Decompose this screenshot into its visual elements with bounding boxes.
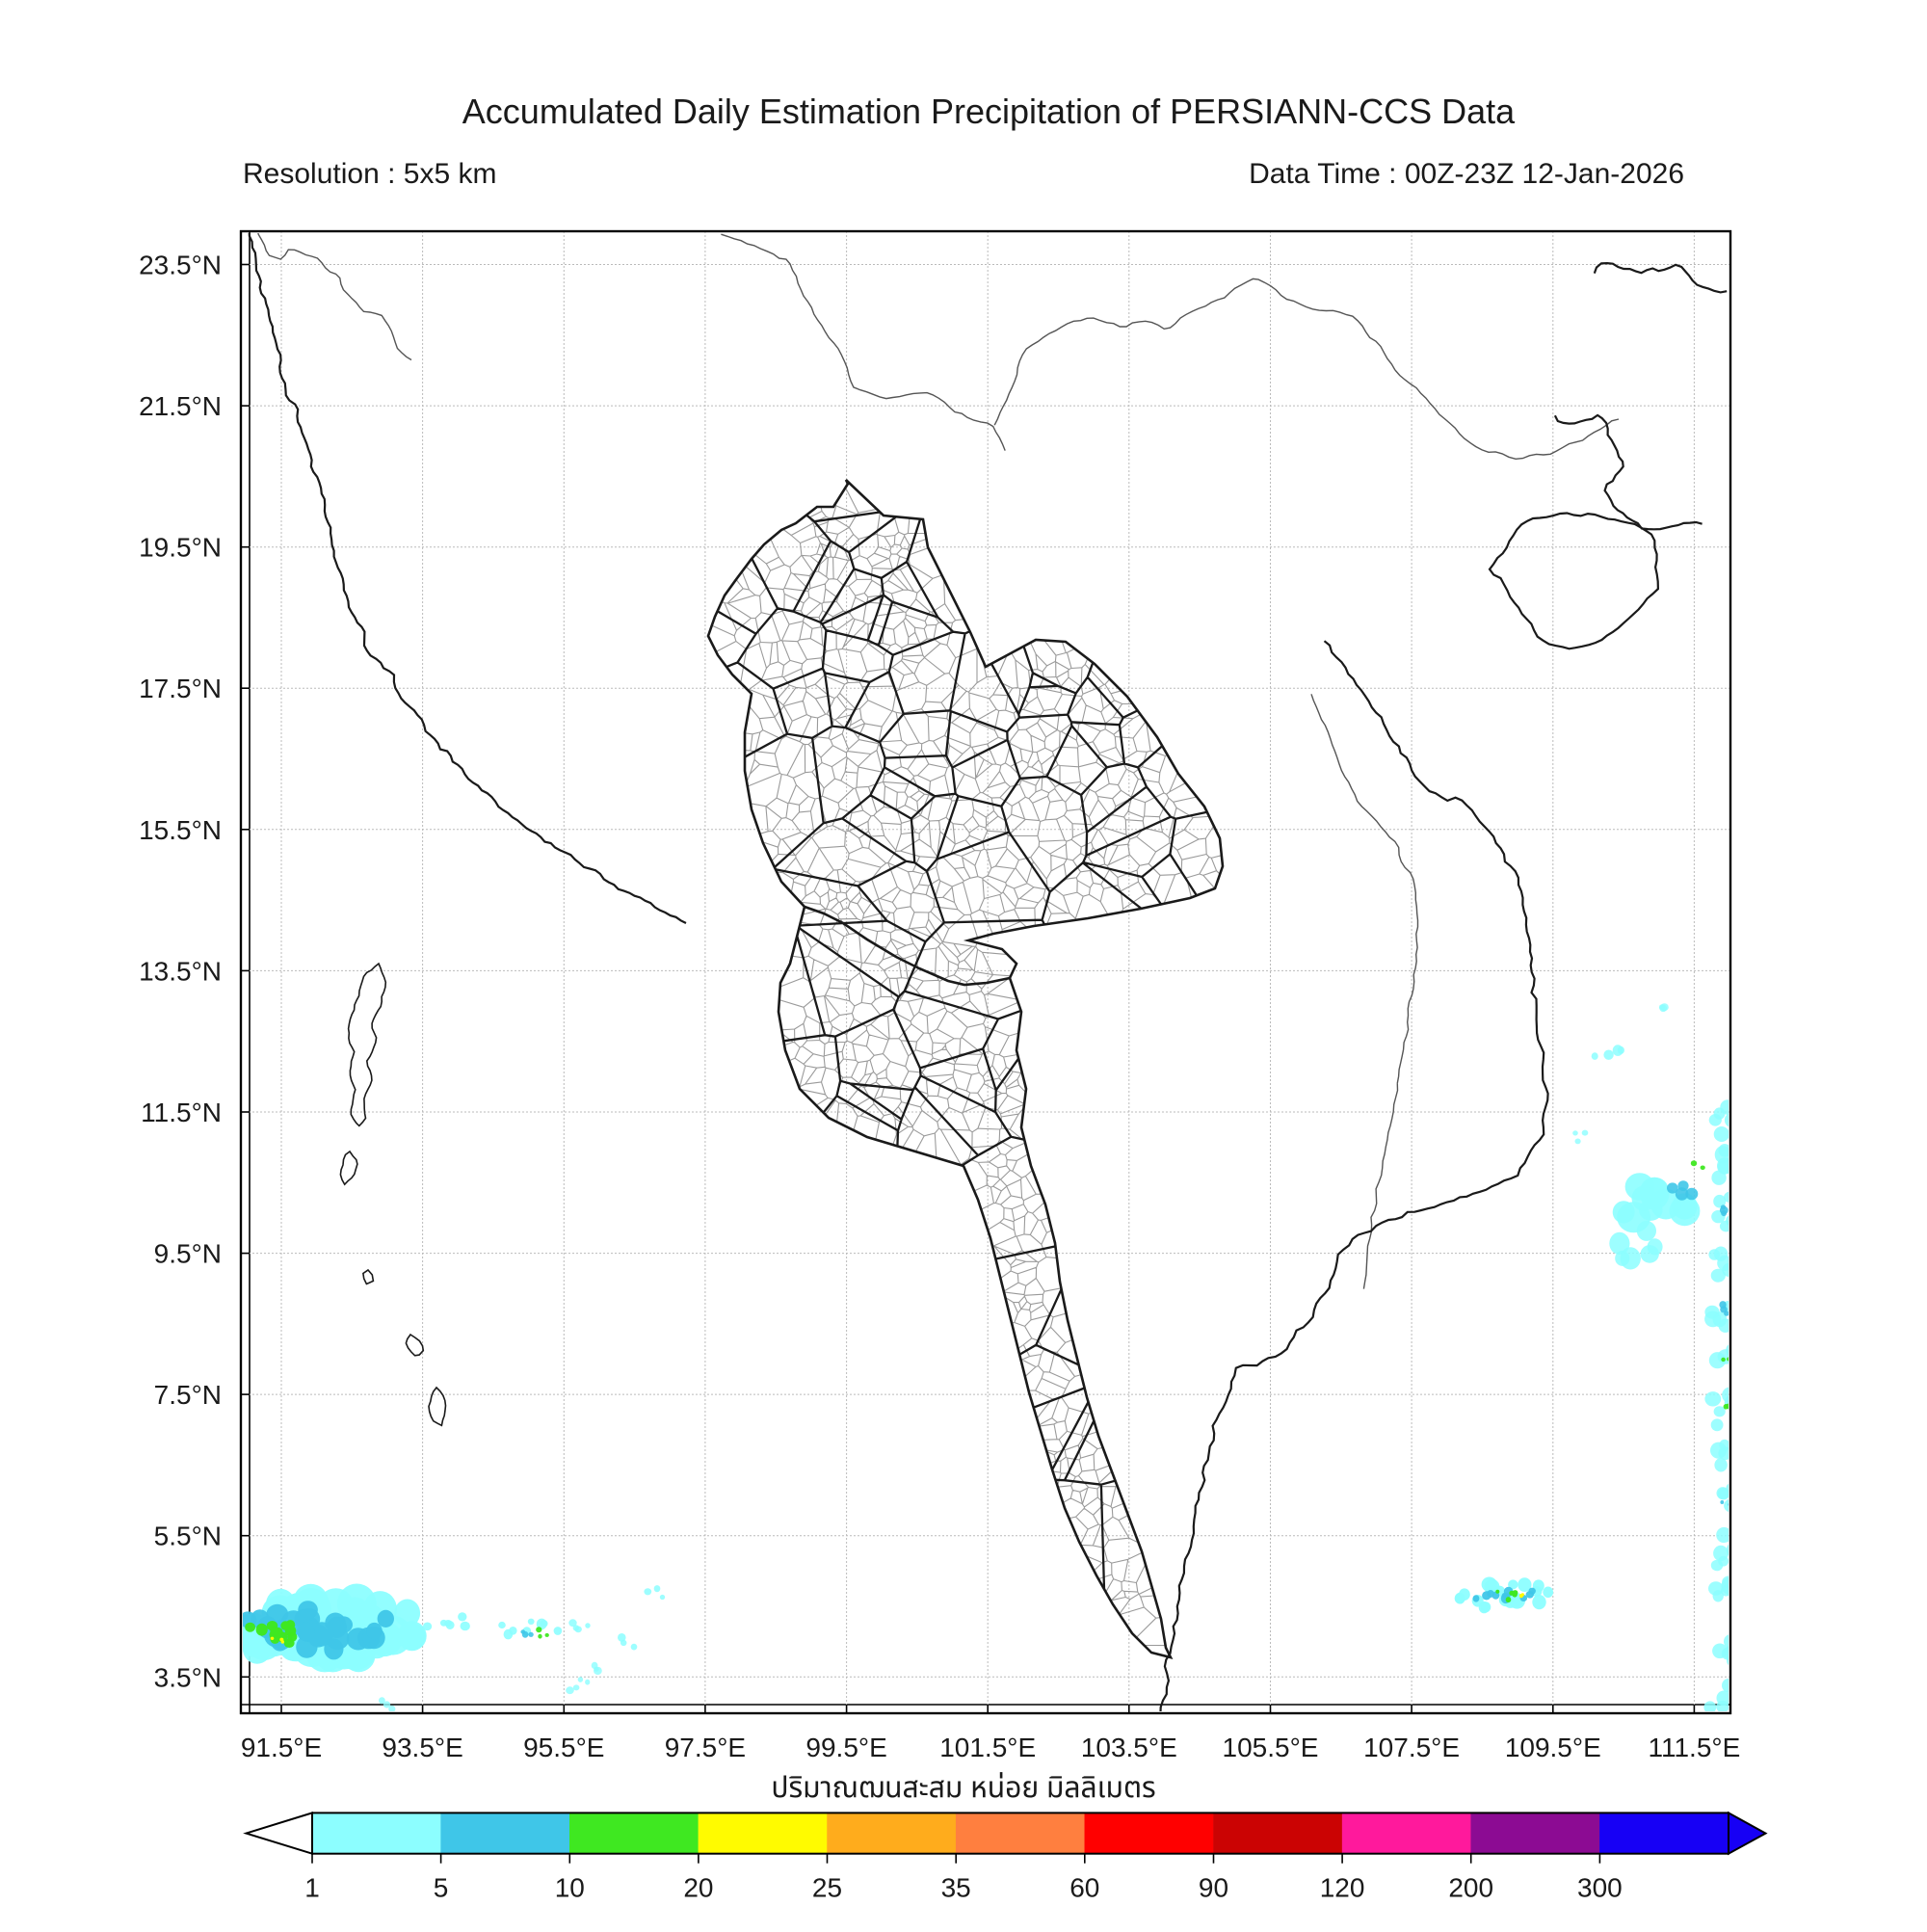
svg-text:11.5°N: 11.5°N xyxy=(141,1098,222,1127)
svg-text:20: 20 xyxy=(683,1873,713,1903)
svg-text:7.5°N: 7.5°N xyxy=(154,1380,222,1410)
svg-text:120: 120 xyxy=(1320,1873,1365,1903)
svg-text:111.5°E: 111.5°E xyxy=(1649,1733,1741,1762)
svg-text:19.5°N: 19.5°N xyxy=(139,533,222,563)
svg-text:5: 5 xyxy=(434,1873,449,1903)
svg-text:91.5°E: 91.5°E xyxy=(241,1733,322,1762)
svg-text:15.5°N: 15.5°N xyxy=(139,815,222,845)
svg-text:1: 1 xyxy=(304,1873,320,1903)
svg-text:109.5°E: 109.5°E xyxy=(1505,1733,1601,1762)
svg-text:17.5°N: 17.5°N xyxy=(139,674,222,703)
svg-text:200: 200 xyxy=(1448,1873,1493,1903)
svg-text:3.5°N: 3.5°N xyxy=(154,1662,222,1692)
svg-text:90: 90 xyxy=(1199,1873,1228,1903)
svg-text:300: 300 xyxy=(1577,1873,1623,1903)
svg-text:97.5°E: 97.5°E xyxy=(665,1733,746,1762)
svg-text:101.5°E: 101.5°E xyxy=(939,1733,1036,1762)
svg-text:Accumulated Daily Estimation P: Accumulated Daily Estimation Precipitati… xyxy=(462,92,1516,131)
svg-text:103.5°E: 103.5°E xyxy=(1081,1733,1177,1762)
svg-text:Resolution : 5x5 km: Resolution : 5x5 km xyxy=(243,158,496,190)
svg-text:25: 25 xyxy=(812,1873,842,1903)
svg-text:5.5°N: 5.5°N xyxy=(154,1522,222,1551)
svg-text:93.5°E: 93.5°E xyxy=(382,1733,462,1762)
svg-text:21.5°N: 21.5°N xyxy=(139,391,222,421)
svg-text:9.5°N: 9.5°N xyxy=(154,1239,222,1269)
svg-text:ปริมาณฒนสะสม หน่อย มิลลิเมตร: ปริมาณฒนสะสม หน่อย มิลลิเมตร xyxy=(771,1766,1155,1811)
svg-text:13.5°N: 13.5°N xyxy=(139,956,222,986)
svg-text:99.5°E: 99.5°E xyxy=(805,1733,886,1762)
svg-text:107.5°E: 107.5°E xyxy=(1363,1733,1460,1762)
svg-text:95.5°E: 95.5°E xyxy=(523,1733,604,1762)
svg-text:23.5°N: 23.5°N xyxy=(139,251,222,280)
svg-text:35: 35 xyxy=(941,1873,971,1903)
svg-text:60: 60 xyxy=(1069,1873,1099,1903)
svg-text:Data Time : 00Z-23Z 12-Jan-202: Data Time : 00Z-23Z 12-Jan-2026 xyxy=(1249,158,1684,190)
svg-text:10: 10 xyxy=(555,1873,585,1903)
svg-text:105.5°E: 105.5°E xyxy=(1223,1733,1319,1762)
